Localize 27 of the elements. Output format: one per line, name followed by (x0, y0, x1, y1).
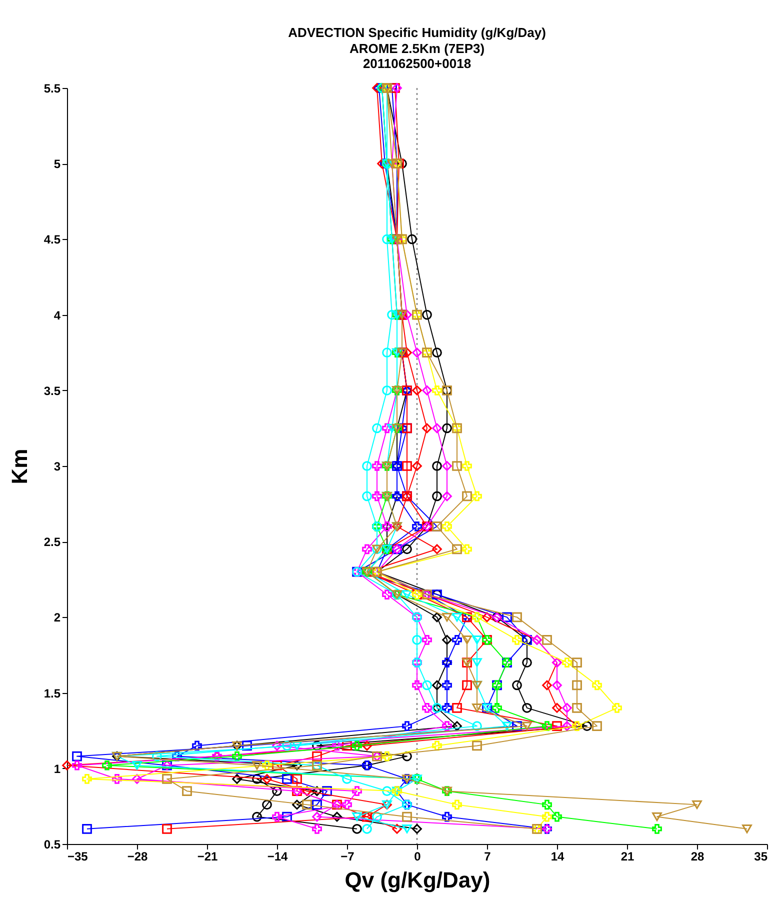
y-tick-label: 3.5 (44, 384, 61, 398)
y-tick-label: 2.5 (44, 535, 61, 550)
y-tick-label: 4.5 (44, 232, 61, 247)
x-tick-label: −7 (340, 850, 355, 864)
x-tick-label: −14 (267, 850, 288, 864)
y-tick-label: 1.5 (44, 686, 61, 700)
text: 2011062500+0018 (362, 56, 472, 71)
y-tick-label: 1 (54, 762, 61, 776)
x-tick-label: 7 (484, 850, 492, 864)
x-tick-label: −21 (197, 850, 218, 864)
y-tick-label: 2 (54, 610, 61, 625)
y-tick-label: 0.5 (44, 838, 61, 852)
y-tick-label: 4 (54, 308, 61, 322)
x-tick-label: −35 (68, 850, 88, 864)
y-tick-label: 5 (54, 157, 61, 172)
x-tick-label: 35 (754, 850, 768, 864)
x-tick-label: −28 (127, 850, 148, 864)
x-tick-label: 28 (690, 850, 704, 864)
y-tick-label: 5.5 (44, 82, 61, 96)
chart-title: ADVECTION Specific Humidity (g/Kg/Day) (288, 24, 546, 40)
y-tick-label: 3 (54, 460, 61, 474)
x-axis-title: Qv (g/Kg/Day) (344, 868, 490, 892)
chart-subtitle: AROME 2.5Km (7EP3) (349, 40, 485, 56)
x-tick-label: 14 (550, 850, 564, 864)
x-tick-label: 0 (414, 850, 422, 864)
x-tick-label: 21 (620, 850, 634, 864)
y-axis-title: Km (6, 448, 32, 484)
